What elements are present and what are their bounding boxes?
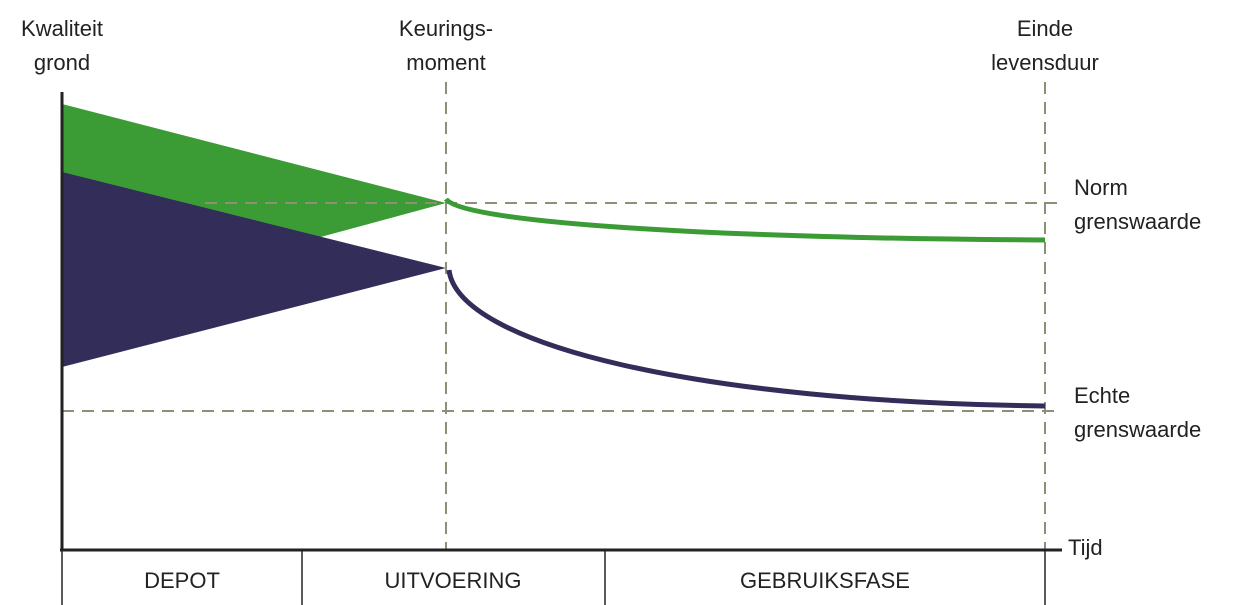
purple-curve — [446, 269, 1046, 409]
phase-label: DEPOT — [144, 568, 220, 593]
norm-label: Norm — [1074, 175, 1128, 200]
real-label: grenswaarde — [1074, 417, 1201, 442]
end-label: levensduur — [991, 50, 1099, 75]
inspection-label: moment — [406, 50, 485, 75]
green-curve — [443, 197, 1046, 243]
phase-label: GEBRUIKSFASE — [740, 568, 910, 593]
purple-area — [62, 172, 446, 367]
end-label: Einde — [1017, 16, 1073, 41]
y-label: grond — [34, 50, 90, 75]
y-label: Kwaliteit — [21, 16, 103, 41]
real-label: Echte — [1074, 383, 1130, 408]
norm-label: grenswaarde — [1074, 209, 1201, 234]
x-label: Tijd — [1068, 535, 1103, 560]
inspection-label: Keurings- — [399, 16, 493, 41]
phase-label: UITVOERING — [385, 568, 522, 593]
